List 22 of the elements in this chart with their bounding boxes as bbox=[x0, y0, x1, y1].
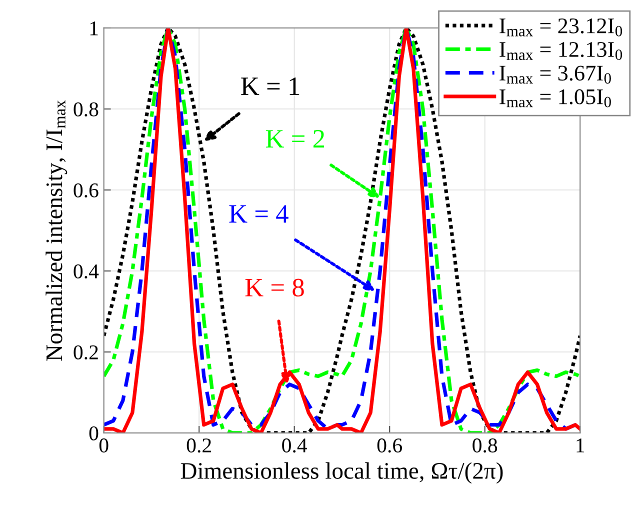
y-tick-label: 0.2 bbox=[74, 345, 98, 360]
x-tick-label: 1 bbox=[576, 438, 584, 452]
x-axis-title: Dimensionless local time, Ωτ/(2π) bbox=[180, 462, 503, 484]
legend-label: I$_{max}$ = 23.12I$_{0}$ bbox=[500, 18, 622, 36]
annotation: K = 4 bbox=[229, 205, 288, 223]
annotation: K = 2 bbox=[266, 130, 324, 148]
x-tick-label: 0.8 bbox=[472, 438, 498, 453]
x-tick-label: 0.2 bbox=[186, 438, 211, 453]
x-tick-label: 0.4 bbox=[282, 438, 308, 453]
y-tick-label: 0 bbox=[89, 426, 98, 440]
y-tick-label: 0.4 bbox=[74, 264, 99, 278]
y-tick-label: 0.6 bbox=[74, 183, 98, 198]
x-tick-label: 0.6 bbox=[377, 438, 402, 453]
y-tick-label: 0.8 bbox=[74, 102, 98, 117]
x-tick-label: 0 bbox=[99, 438, 108, 452]
annotation: K = 8 bbox=[245, 278, 304, 297]
legend-label: I$_{max}$ = 1.05I$_{0}$ bbox=[500, 89, 611, 108]
annotation: K = 1 bbox=[241, 78, 300, 95]
legend-label: I$_{max}$ = 3.67I$_{0}$ bbox=[500, 66, 611, 84]
y-tick-label: 1 bbox=[90, 21, 98, 36]
y-axis-title: Normalized intensity, I/I$_{max}$ bbox=[46, 100, 68, 361]
legend-label: I$_{max}$ = 12.13I$_{0}$ bbox=[500, 42, 622, 60]
